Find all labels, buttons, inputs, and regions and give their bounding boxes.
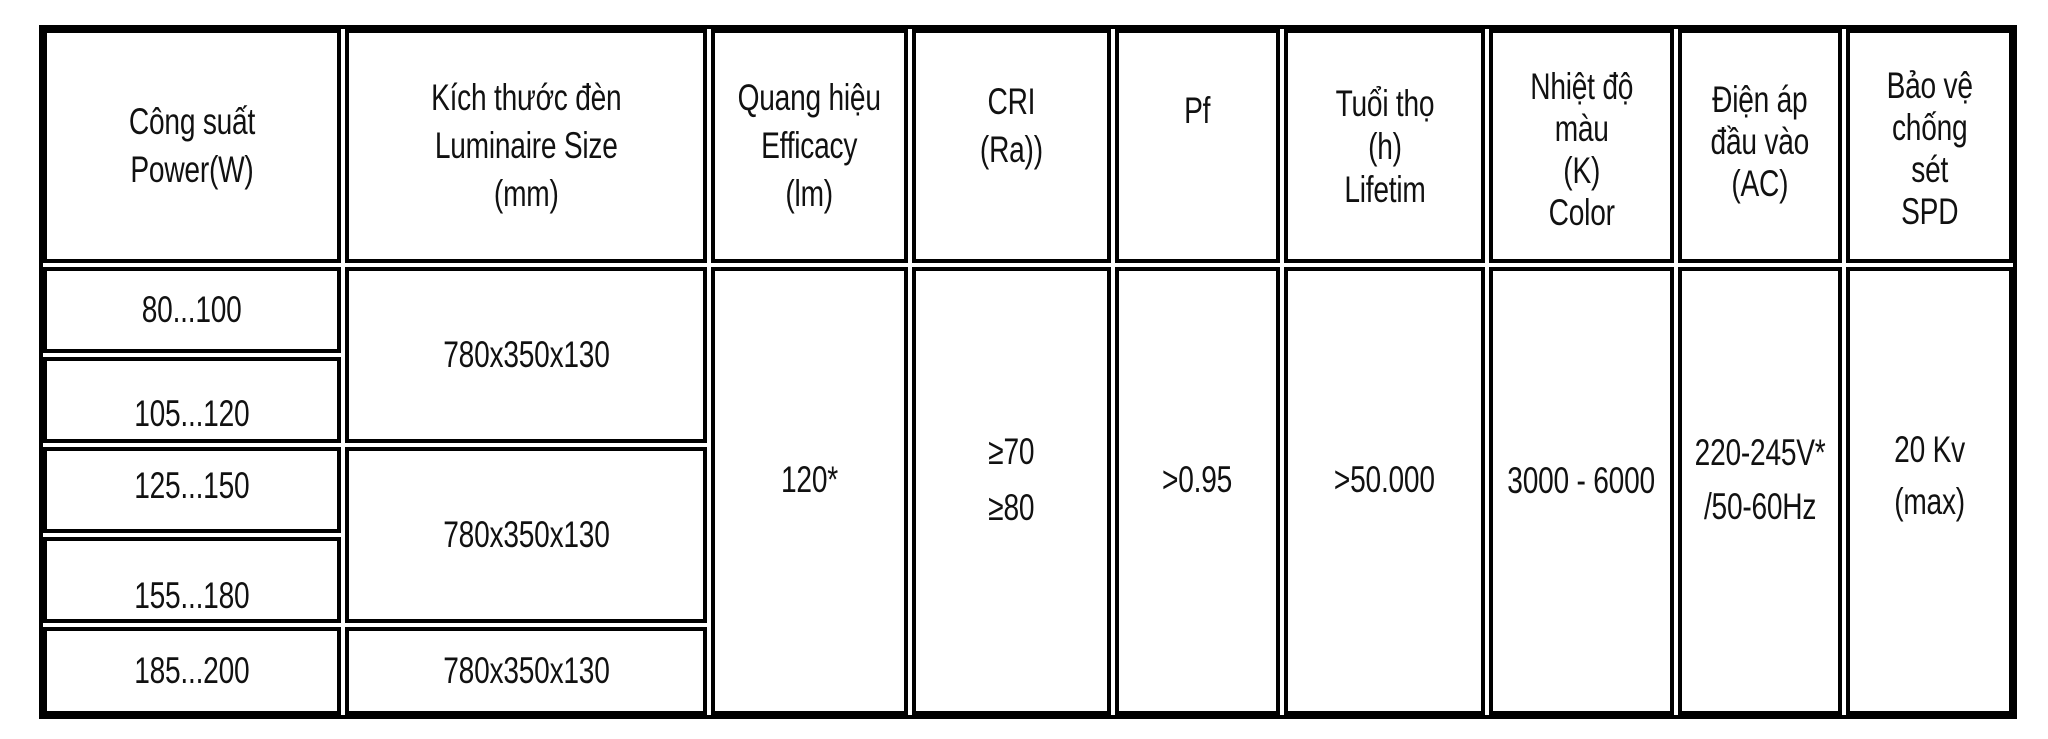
power-value: 185...200	[134, 650, 250, 691]
power-value: 80...100	[142, 289, 242, 330]
input-voltage-cell: 220-245V* /50-60Hz	[1678, 267, 1842, 715]
size-value: 780x350x130	[442, 514, 610, 555]
header-input-voltage: Điện áp đầu vào (AC)	[1678, 29, 1842, 263]
header-pf-text: Pf	[1184, 90, 1211, 131]
size-cell-group-2: 780x350x130	[345, 447, 707, 623]
efficacy-value: 120*	[781, 459, 838, 500]
header-color-temp-text: Nhiệt độ màu (K) Color	[1530, 66, 1633, 233]
lifetime-value: >50.000	[1334, 459, 1435, 500]
spec-table: Công suất Power(W) Kích thước đèn Lumina…	[39, 25, 2017, 719]
power-value: 105...120	[134, 393, 250, 434]
power-cell-3: 125...150	[43, 447, 341, 533]
power-value: 125...150	[134, 465, 250, 506]
spd-value: 20 Kv (max)	[1894, 429, 1965, 522]
input-voltage-value: 220-245V* /50-60Hz	[1694, 432, 1826, 527]
power-cell-1: 80...100	[43, 267, 341, 353]
cri-cell: ≥70 ≥80	[912, 267, 1111, 715]
header-efficacy-text: Quang hiệu Efficacy (lm)	[737, 77, 882, 214]
size-cell-group-1: 780x350x130	[345, 267, 707, 443]
header-cri: CRI (Ra))	[912, 29, 1111, 263]
pf-cell: >0.95	[1115, 267, 1280, 715]
header-cri-text: CRI (Ra))	[980, 81, 1043, 170]
size-value: 780x350x130	[442, 334, 610, 375]
pf-value: >0.95	[1162, 459, 1233, 500]
power-cell-2: 105...120	[43, 357, 341, 443]
header-pf: Pf	[1115, 29, 1280, 263]
header-lifetime: Tuổi thọ (h) Lifetim	[1284, 29, 1485, 263]
power-cell-5: 185...200	[43, 627, 341, 715]
cri-value: ≥70 ≥80	[988, 431, 1035, 528]
header-input-voltage-text: Điện áp đầu vào (AC)	[1710, 79, 1810, 204]
header-size: Kích thước đèn Luminaire Size (mm)	[345, 29, 707, 263]
header-spd-text: Bảo vệ chống sét SPD	[1886, 65, 1973, 232]
spd-cell: 20 Kv (max)	[1846, 267, 2013, 715]
size-value: 780x350x130	[442, 650, 610, 691]
header-power-text: Công suất Power(W)	[128, 101, 256, 190]
power-cell-4: 155...180	[43, 537, 341, 623]
color-temp-value: 3000 - 6000	[1507, 460, 1656, 501]
header-lifetime-text: Tuổi thọ (h) Lifetim	[1335, 82, 1434, 210]
header-power: Công suất Power(W)	[43, 29, 341, 263]
efficacy-cell: 120*	[711, 267, 908, 715]
size-cell-group-3: 780x350x130	[345, 627, 707, 715]
header-spd: Bảo vệ chống sét SPD	[1846, 29, 2013, 263]
color-temp-cell: 3000 - 6000	[1489, 267, 1674, 715]
power-value: 155...180	[134, 575, 250, 616]
header-size-text: Kích thước đèn Luminaire Size (mm)	[430, 77, 622, 214]
header-efficacy: Quang hiệu Efficacy (lm)	[711, 29, 908, 263]
header-color-temp: Nhiệt độ màu (K) Color	[1489, 29, 1674, 263]
lifetime-cell: >50.000	[1284, 267, 1485, 715]
